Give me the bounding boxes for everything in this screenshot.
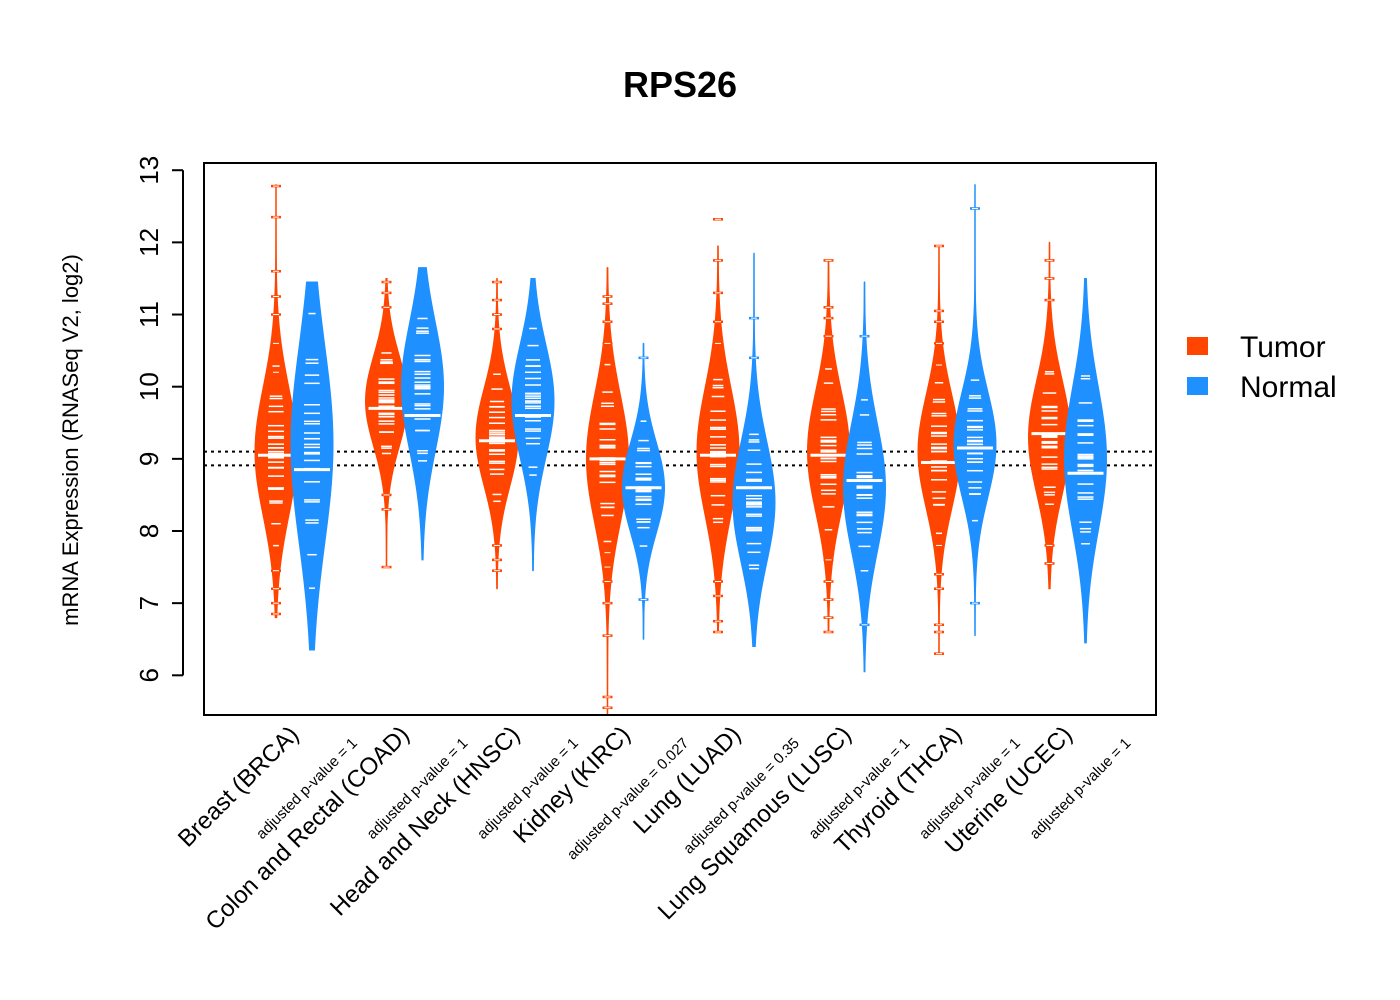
bean-uterine-ucec-normal <box>1064 277 1107 644</box>
bean-lung-squamous-lusc-normal <box>843 281 886 673</box>
y-tick-label-12: 12 <box>134 228 164 257</box>
legend-swatch-normal <box>1187 377 1208 395</box>
chart-title: RPS26 <box>623 64 737 105</box>
y-tick-label-13: 13 <box>134 156 164 185</box>
bean-uterine-ucec-tumor <box>1028 241 1071 590</box>
legend-swatch-tumor <box>1187 337 1208 355</box>
bean-head-and-neck-hnsc-tumor <box>475 277 519 590</box>
y-tick-label-11: 11 <box>134 301 164 328</box>
bean-breast-brca-normal <box>290 281 334 651</box>
bean-colon-and-rectal-coad-normal <box>401 267 444 561</box>
bean-thyroid-thca-tumor <box>917 244 961 655</box>
legend-label-normal: Normal <box>1240 371 1337 404</box>
bean-breast-brca-tumor <box>254 184 298 619</box>
bean-lung-squamous-lusc-tumor <box>807 259 850 634</box>
y-tick-label-6: 6 <box>134 668 164 682</box>
y-tick-label-7: 7 <box>134 596 164 610</box>
y-tick-label-10: 10 <box>134 372 164 401</box>
y-tick-label-8: 8 <box>134 524 164 538</box>
bean-lung-luad-tumor <box>696 218 740 634</box>
bean-colon-and-rectal-coad-tumor <box>365 277 408 569</box>
bean-kidney-kirc-normal <box>622 342 665 640</box>
plot-frame <box>203 162 1157 716</box>
y-tick-label-9: 9 <box>134 452 164 466</box>
plot-area <box>204 184 1156 716</box>
bean-head-and-neck-hnsc-normal <box>511 277 555 572</box>
y-axis: 6 7 8 9 10 11 12 13 <box>134 156 184 683</box>
y-axis-label: mRNA Expression (RNASeq V2, log2) <box>58 254 83 626</box>
bean-thyroid-thca-normal <box>953 184 997 637</box>
bean-lung-luad-normal <box>732 252 776 647</box>
legend-label-tumor: Tumor <box>1240 331 1326 364</box>
legend: Tumor Normal <box>1187 331 1337 404</box>
bean-kidney-kirc-tumor <box>586 267 629 716</box>
